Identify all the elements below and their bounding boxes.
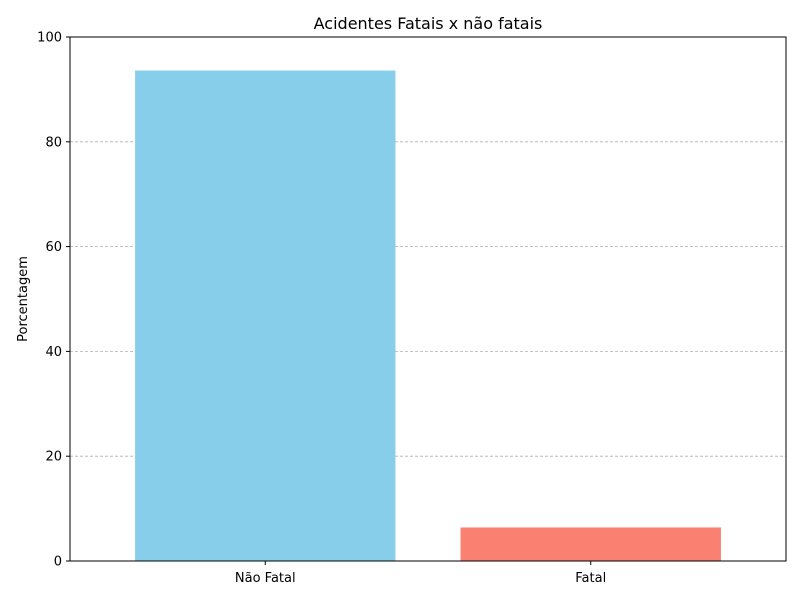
y-tick-label: 40 <box>45 345 62 360</box>
y-axis: 0 20 40 60 80 100 <box>37 31 70 570</box>
x-axis: Não Fatal Fatal <box>235 561 606 586</box>
bars <box>135 70 721 561</box>
y-tick-label: 80 <box>45 135 62 150</box>
x-tick-label: Não Fatal <box>235 571 296 586</box>
chart-title: Acidentes Fatais x não fatais <box>314 14 543 33</box>
bar-n-o-fatal <box>135 70 396 561</box>
grid-lines <box>70 141 786 457</box>
y-tick-label: 60 <box>45 240 62 255</box>
x-tick-label: Fatal <box>575 571 606 586</box>
y-tick-label: 100 <box>37 31 62 46</box>
y-tick-label: 20 <box>45 450 62 465</box>
bar-fatal <box>460 527 721 561</box>
y-tick-label: 0 <box>54 555 62 570</box>
y-axis-label: Porcentagem <box>16 256 31 342</box>
plot-frame <box>69 36 787 562</box>
